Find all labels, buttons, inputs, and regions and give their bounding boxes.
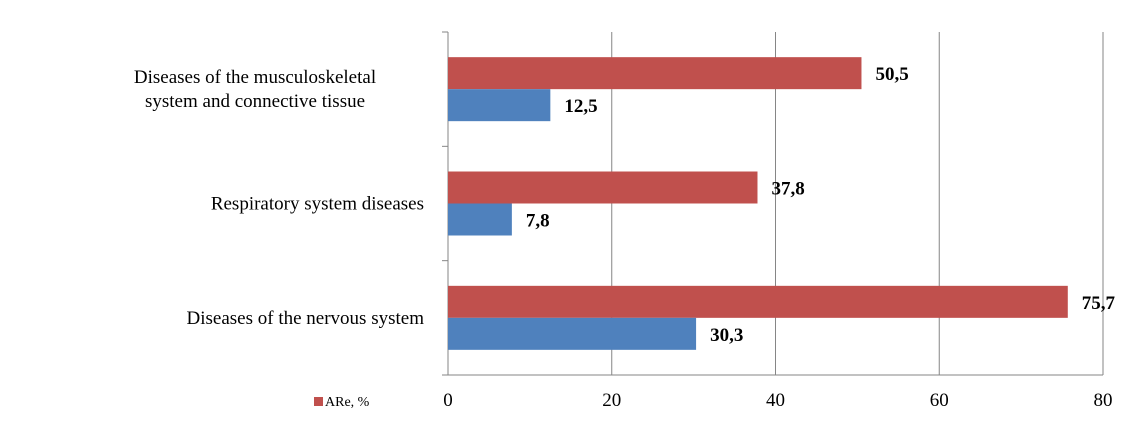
x-tick-label: 20 (602, 390, 621, 411)
legend-label: ARe, % (325, 395, 370, 410)
x-tick-label: 60 (930, 390, 949, 411)
data-label: 50,5 (875, 64, 908, 85)
category-labels: Diseases of the musculoskeletal system an… (134, 67, 424, 329)
bar-series2-2 (448, 317, 697, 350)
data-label: 7,8 (526, 211, 550, 232)
bars (448, 57, 1068, 350)
x-tick-label: 0 (443, 390, 453, 411)
x-tick-label: 40 (766, 390, 785, 411)
category-label: Respiratory system diseases (211, 194, 424, 215)
bar-series2-0 (448, 89, 551, 122)
bar-are-1 (448, 171, 758, 204)
x-tick-label: 80 (1094, 390, 1113, 411)
bar-are-2 (448, 285, 1068, 318)
legend-swatch (314, 397, 323, 406)
tick-labels: 0 20 40 60 80 (443, 390, 1112, 411)
category-label: system and connective tissue (145, 91, 365, 112)
category-label: Diseases of the nervous system (187, 308, 425, 329)
data-label: 12,5 (564, 96, 597, 117)
category-label: Diseases of the musculoskeletal (134, 67, 376, 88)
legend: ARe, % (314, 395, 370, 410)
data-label: 37,8 (771, 179, 804, 200)
bar-are-0 (448, 57, 862, 90)
data-label: 30,3 (710, 325, 743, 346)
data-label: 75,7 (1082, 293, 1116, 314)
data-labels: 50,5 12,5 37,8 7,8 75,7 30,3 (526, 64, 1116, 346)
bar-series2-1 (448, 203, 512, 236)
